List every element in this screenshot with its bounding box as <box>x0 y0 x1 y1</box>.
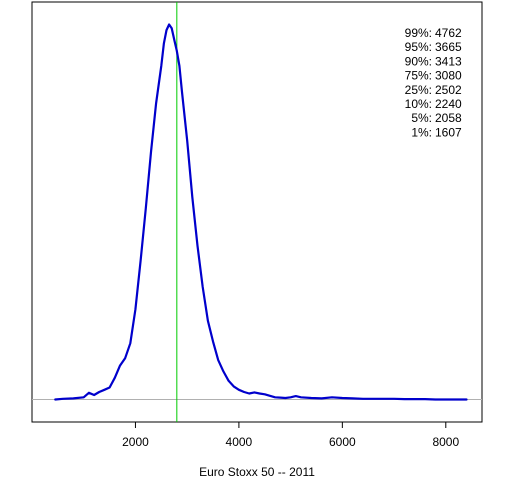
quantile-value: 3413 <box>435 54 462 68</box>
series-layer <box>54 23 468 401</box>
density-line <box>54 23 468 401</box>
x-axis-label: Euro Stoxx 50 -- 2011 <box>199 465 315 479</box>
plot-frame <box>31 1 483 423</box>
quantile-value: 4762 <box>435 26 462 40</box>
quantile-value: 2058 <box>435 111 462 125</box>
quantile-value: 2502 <box>435 83 462 97</box>
x-tick-label: 6000 <box>329 435 356 449</box>
quantile-value: 3080 <box>435 69 462 83</box>
x-tick-label: 2000 <box>122 435 149 449</box>
quantile-label: 25%: <box>405 83 432 97</box>
quantile-label: 75%: <box>405 69 432 83</box>
quantile-label: 99%: <box>405 26 432 40</box>
quantile-label: 10%: <box>405 97 432 111</box>
quantile-value: 2240 <box>435 97 462 111</box>
x-axis: 2000 4000 6000 8000 <box>122 422 459 449</box>
quantile-label: 1%: <box>411 125 432 139</box>
quantile-value: 1607 <box>435 125 462 139</box>
quantile-label: 5%: <box>411 111 432 125</box>
quantile-label: 90%: <box>405 54 432 68</box>
x-tick-label: 4000 <box>226 435 253 449</box>
quantile-value: 3665 <box>435 40 462 54</box>
quantile-label: 95%: <box>405 40 432 54</box>
x-tick-label: 8000 <box>432 435 459 449</box>
